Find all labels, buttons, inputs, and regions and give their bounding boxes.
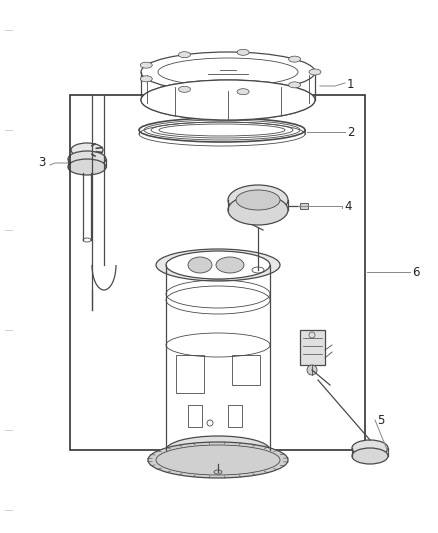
Ellipse shape: [216, 257, 244, 273]
Ellipse shape: [140, 62, 152, 68]
Ellipse shape: [179, 52, 191, 58]
Ellipse shape: [68, 159, 106, 175]
Ellipse shape: [236, 190, 280, 210]
Ellipse shape: [141, 80, 315, 120]
Ellipse shape: [71, 143, 103, 157]
Bar: [300, 330, 325, 365]
Ellipse shape: [68, 151, 106, 167]
Ellipse shape: [289, 82, 300, 88]
Ellipse shape: [289, 56, 300, 62]
Bar: [188, 405, 202, 427]
Ellipse shape: [309, 69, 321, 75]
Bar: [228, 405, 242, 427]
Bar: [300, 203, 308, 209]
Text: 4: 4: [344, 200, 352, 214]
Text: 5: 5: [377, 414, 385, 426]
Ellipse shape: [140, 76, 152, 82]
Ellipse shape: [228, 185, 288, 215]
Bar: [176, 355, 204, 393]
Ellipse shape: [228, 195, 288, 225]
Ellipse shape: [148, 442, 288, 478]
Ellipse shape: [352, 448, 388, 464]
Ellipse shape: [188, 257, 212, 273]
Bar: [70, 95, 365, 450]
Ellipse shape: [166, 436, 270, 464]
Text: 3: 3: [38, 157, 46, 169]
Ellipse shape: [237, 88, 249, 95]
Ellipse shape: [179, 86, 191, 92]
Bar: [232, 355, 260, 385]
Ellipse shape: [156, 249, 280, 281]
Ellipse shape: [352, 440, 388, 456]
Text: 2: 2: [347, 125, 354, 139]
Text: 6: 6: [412, 265, 420, 279]
Text: 1: 1: [347, 77, 354, 91]
Ellipse shape: [166, 251, 270, 279]
Circle shape: [307, 365, 317, 375]
Ellipse shape: [237, 50, 249, 55]
